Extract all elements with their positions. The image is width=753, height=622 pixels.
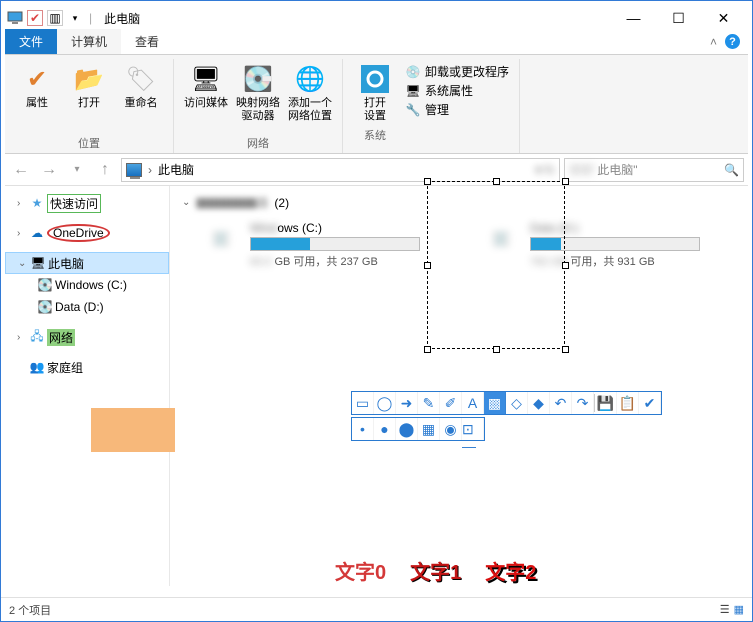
tab-file[interactable]: 文件: [5, 29, 57, 54]
tab-view[interactable]: 查看: [121, 29, 173, 54]
drive-c[interactable]: 💽 Windows (C:) 83.0 GB 可用，共 237 GB: [200, 221, 440, 269]
tool-12[interactable]: 💾: [595, 392, 617, 414]
text-annotations: 文字0文字1文字2: [335, 556, 536, 585]
cloud-icon: ☁: [29, 225, 45, 241]
tree-homegroup[interactable]: 👥家庭组: [5, 356, 169, 378]
tool-5[interactable]: —⊡—: [462, 418, 484, 440]
maximize-button[interactable]: ☐: [656, 7, 701, 29]
manage-button[interactable]: 🔧管理: [405, 101, 509, 118]
minimize-button[interactable]: —: [611, 7, 656, 29]
tool-4[interactable]: ◉: [440, 418, 462, 440]
checkmark-icon: ✔: [21, 63, 53, 95]
settings-button[interactable]: 打开 设置: [353, 59, 397, 123]
properties-button[interactable]: ✔属性: [15, 59, 59, 133]
tool-8[interactable]: ◆: [528, 392, 550, 414]
address-text: 此电脑: [158, 161, 194, 178]
qat-check-icon[interactable]: ✔: [27, 10, 43, 26]
qat-pc-icon[interactable]: [7, 10, 23, 26]
drive-icon: 💽: [37, 277, 53, 293]
explorer-window: ✔ ▥ ▾ | 此电脑 — ☐ ✕ 文件 计算机 查看 ˄ ? ✔属性 📂打开 …: [0, 0, 753, 622]
tool-13[interactable]: 📋: [617, 392, 639, 414]
pc-icon: 🖥: [30, 255, 46, 271]
tool-3[interactable]: ▦: [418, 418, 440, 440]
network-location-icon: 🌐: [294, 63, 326, 95]
rename-button[interactable]: 🏷重命名: [119, 59, 163, 133]
tree-drive-d[interactable]: 💽Data (D:): [5, 296, 169, 318]
qat-dropdown-icon[interactable]: ▾: [67, 10, 83, 26]
tree-drive-c[interactable]: 💽Windows (C:): [5, 274, 169, 296]
forward-button[interactable]: →: [37, 158, 61, 182]
status-text: 2 个项目: [9, 602, 51, 618]
tool-3[interactable]: ✎: [418, 392, 440, 414]
ribbon-tabs: 文件 计算机 查看 ˄ ?: [5, 29, 748, 55]
recent-dropdown[interactable]: ▾: [65, 158, 89, 182]
homegroup-icon: 👥: [29, 359, 45, 375]
annotation-orange-rect: [91, 408, 175, 452]
tool-7[interactable]: ◇: [506, 392, 528, 414]
tool-0[interactable]: ▭: [352, 392, 374, 414]
gear-icon: [359, 63, 391, 95]
help-icon[interactable]: ?: [725, 34, 740, 49]
tree-onedrive[interactable]: ›☁OneDrive: [5, 222, 169, 244]
ribbon-group-network: 🖥访问媒体 💽映射网络 驱动器 🌐添加一个 网络位置 网络: [174, 59, 343, 153]
media-button[interactable]: 🖥访问媒体: [184, 59, 228, 133]
details-view-icon[interactable]: ☰: [720, 603, 730, 616]
close-button[interactable]: ✕: [701, 7, 746, 29]
tool-6[interactable]: ▩: [484, 392, 506, 414]
ribbon: ✔属性 📂打开 🏷重命名 位置 🖥访问媒体 💽映射网络 驱动器 🌐添加一个 网络…: [5, 55, 748, 154]
window-title: 此电脑: [104, 10, 140, 27]
manage-icon: 🔧: [405, 102, 421, 118]
navigation-pane: ›★快速访问 ›☁OneDrive ⌄🖥此电脑 💽Windows (C:) 💽D…: [5, 186, 170, 586]
ribbon-group-system: 打开 设置 系统 💿卸载或更改程序 🖥系统属性 🔧管理: [343, 59, 520, 153]
add-location-button[interactable]: 🌐添加一个 网络位置: [288, 59, 332, 133]
rename-icon: 🏷: [125, 63, 157, 95]
tree-network[interactable]: ›🖧网络: [5, 326, 169, 348]
tool-2[interactable]: ➜: [396, 392, 418, 414]
search-icon: 🔍: [724, 163, 739, 177]
search-box[interactable]: 搜索"此电脑" 🔍: [564, 158, 744, 182]
ribbon-collapse-icon[interactable]: ˄: [710, 35, 717, 49]
tree-quick-access[interactable]: ›★快速访问: [5, 192, 169, 214]
star-icon: ★: [29, 195, 45, 211]
tool-10[interactable]: ↷: [572, 392, 594, 414]
ribbon-group-location: ✔属性 📂打开 🏷重命名 位置: [5, 59, 174, 153]
network-icon: 🖧: [29, 329, 45, 345]
titlebar: ✔ ▥ ▾ | 此电脑 — ☐ ✕: [5, 7, 748, 29]
open-icon: 📂: [73, 63, 105, 95]
tool-9[interactable]: ↶: [550, 392, 572, 414]
map-drive-icon: 💽: [242, 63, 274, 95]
tool-4[interactable]: ✐: [440, 392, 462, 414]
snip-toolbar-stroke: •●⬤▦◉—⊡—: [351, 417, 485, 441]
media-icon: 🖥: [190, 63, 222, 95]
map-drive-button[interactable]: 💽映射网络 驱动器: [236, 59, 280, 133]
back-button[interactable]: ←: [9, 158, 33, 182]
tiles-view-icon[interactable]: ▦: [734, 603, 744, 616]
tool-1[interactable]: ●: [374, 418, 396, 440]
status-bar: 2 个项目 ☰ ▦: [1, 597, 752, 621]
tab-computer[interactable]: 计算机: [57, 29, 121, 54]
pc-icon: [126, 163, 142, 177]
sysprops-icon: 🖥: [405, 83, 421, 99]
uninstall-icon: 💿: [405, 64, 421, 80]
tool-14[interactable]: ✔: [639, 392, 661, 414]
open-button[interactable]: 📂打开: [67, 59, 111, 133]
uninstall-button[interactable]: 💿卸载或更改程序: [405, 63, 509, 80]
tool-0[interactable]: •: [352, 418, 374, 440]
screenshot-selection[interactable]: [427, 181, 565, 349]
navigation-bar: ← → ▾ ↑ › 此电脑 ▾ ↻ 搜索"此电脑" 🔍: [5, 154, 748, 186]
drive-icon: 💽: [37, 299, 53, 315]
tool-2[interactable]: ⬤: [396, 418, 418, 440]
qat-doc-icon[interactable]: ▥: [47, 10, 63, 26]
tool-1[interactable]: ◯: [374, 392, 396, 414]
drive-c-icon: 💽: [200, 221, 242, 257]
up-button[interactable]: ↑: [93, 158, 117, 182]
tree-this-pc[interactable]: ⌄🖥此电脑: [5, 252, 169, 274]
snip-toolbar-shapes: ▭◯➜✎✐A▩◇◆↶↷💾📋✔: [351, 391, 662, 415]
sysprops-button[interactable]: 🖥系统属性: [405, 82, 509, 99]
